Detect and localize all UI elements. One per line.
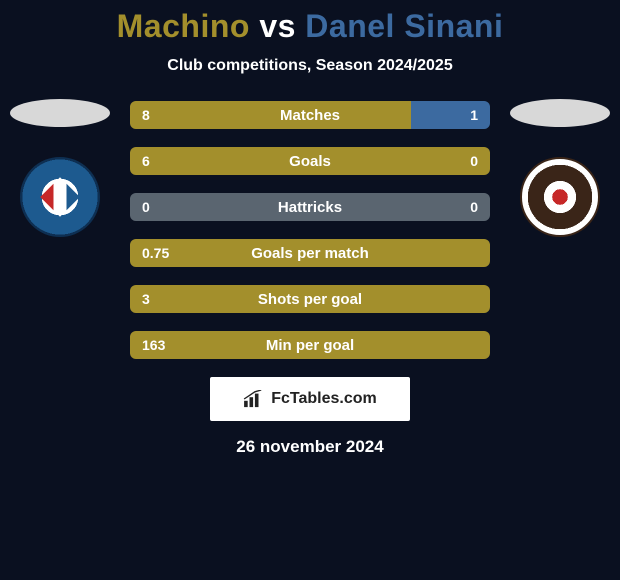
page-title: Machino vs Danel Sinani xyxy=(0,0,620,45)
stat-row: 00Hattricks xyxy=(130,193,490,221)
attribution-text: FcTables.com xyxy=(271,390,377,408)
stat-left-value: 0 xyxy=(130,193,310,221)
stat-row: 163Min per goal xyxy=(130,331,490,359)
stat-row: 60Goals xyxy=(130,147,490,175)
stat-row: 3Shots per goal xyxy=(130,285,490,313)
stat-row: 81Matches xyxy=(130,101,490,129)
date-text: 26 november 2024 xyxy=(0,437,620,457)
stat-left-value: 163 xyxy=(130,331,490,359)
player1-shadow xyxy=(10,99,110,127)
player2-name: Danel Sinani xyxy=(305,8,503,44)
stat-left-value: 0.75 xyxy=(130,239,490,267)
stat-right-value: 0 xyxy=(470,147,490,175)
attribution-badge: FcTables.com xyxy=(210,377,410,421)
stat-left-value: 6 xyxy=(130,147,490,175)
player1-name: Machino xyxy=(117,8,250,44)
stat-right-value: 1 xyxy=(411,101,490,129)
vs-text: vs xyxy=(259,8,296,44)
player1-club-crest xyxy=(20,157,100,237)
stat-left-value: 3 xyxy=(130,285,490,313)
player2-shadow xyxy=(510,99,610,127)
comparison-panel: 81Matches 60Goals 00Hattricks 0.75Goals per… xyxy=(0,99,620,359)
stat-left-value: 8 xyxy=(130,101,411,129)
subtitle: Club competitions, Season 2024/2025 xyxy=(0,57,620,75)
chart-icon xyxy=(243,390,265,408)
stats-bars: 81Matches 60Goals 00Hattricks 0.75Goals per… xyxy=(130,99,490,359)
player2-club-crest xyxy=(520,157,600,237)
stat-row: 0.75Goals per match xyxy=(130,239,490,267)
stat-right-value: 0 xyxy=(310,193,490,221)
